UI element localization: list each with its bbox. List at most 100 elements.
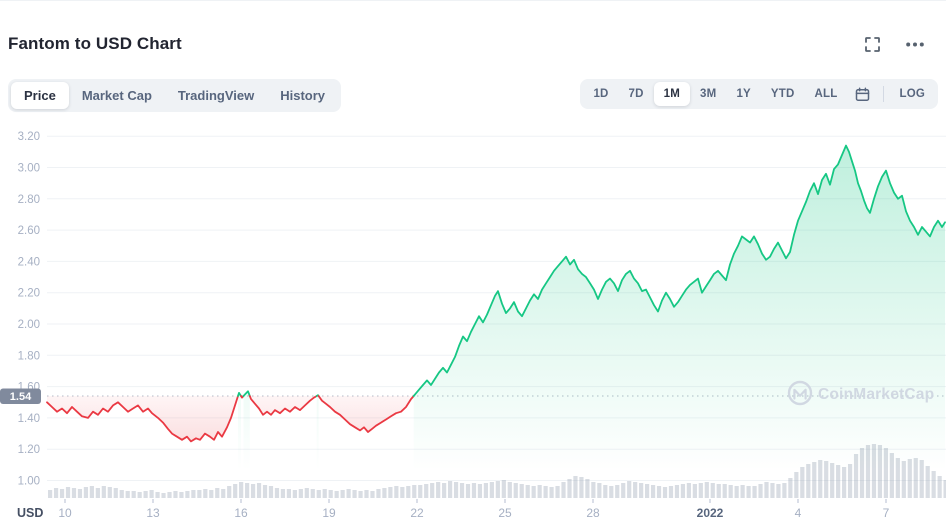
volume-bar <box>615 485 619 498</box>
range-button-1y[interactable]: 1Y <box>726 82 760 106</box>
volume-bar <box>579 477 583 498</box>
y-axis-label: 2.60 <box>18 225 40 237</box>
volume-bar <box>460 483 464 498</box>
volume-bar <box>167 492 171 498</box>
volume-bar <box>203 489 207 498</box>
volume-bar <box>215 488 219 498</box>
volume-bar <box>436 482 440 498</box>
volume-bar <box>717 484 721 498</box>
volume-bar <box>502 480 506 498</box>
volume-bar <box>776 484 780 498</box>
x-axis-label: 7 <box>883 506 890 520</box>
volume-bar <box>96 488 100 498</box>
volume-bar <box>412 485 416 498</box>
volume-bar <box>723 484 727 498</box>
volume-bar <box>221 489 225 498</box>
tab-market-cap[interactable]: Market Cap <box>69 82 165 109</box>
volume-bar <box>484 483 488 498</box>
volume-bar <box>406 486 410 498</box>
price-area-up <box>238 393 241 471</box>
volume-bar <box>257 483 261 498</box>
volume-bar <box>573 476 577 498</box>
x-axis-label: 28 <box>586 506 600 520</box>
tab-price[interactable]: Price <box>11 82 69 109</box>
range-button-1d[interactable]: 1D <box>583 82 618 106</box>
volume-bar <box>729 485 733 498</box>
volume-bar <box>752 486 756 498</box>
volume-bar <box>400 487 404 498</box>
volume-bar <box>800 467 804 498</box>
volume-bar <box>108 487 112 498</box>
tab-history[interactable]: History <box>267 82 338 109</box>
volume-bar <box>60 489 64 498</box>
volume-bar <box>735 486 739 498</box>
volume-bar <box>149 490 153 498</box>
tab-tradingview[interactable]: TradingView <box>165 82 267 109</box>
x-axis-label: 22 <box>410 506 424 520</box>
volume-bar <box>102 486 106 498</box>
x-axis-label: 10 <box>58 506 72 520</box>
volume-bar <box>329 490 333 498</box>
y-axis-label: 2.20 <box>18 288 40 300</box>
volume-bar <box>138 492 142 498</box>
x-axis-label: 2022 <box>697 506 724 520</box>
price-area-down <box>250 396 317 415</box>
calendar-button[interactable] <box>847 83 878 106</box>
volume-bar <box>699 483 703 498</box>
volume-bar <box>597 483 601 498</box>
volume-bar <box>191 490 195 498</box>
range-button-ytd[interactable]: YTD <box>761 82 805 106</box>
x-axis-label: 16 <box>234 506 248 520</box>
more-options-button[interactable] <box>904 40 926 49</box>
volume-bar <box>185 491 189 498</box>
y-axis-label: 3.00 <box>18 163 40 175</box>
log-scale-toggle[interactable]: LOG <box>889 82 935 106</box>
volume-bar <box>239 482 243 498</box>
range-button-1m[interactable]: 1M <box>654 82 690 106</box>
volume-bar <box>293 490 297 498</box>
price-area-up <box>414 146 945 471</box>
volume-bar <box>120 490 124 498</box>
volume-bar <box>209 490 213 498</box>
price-area-down <box>319 396 414 432</box>
price-chart[interactable]: 3.203.002.802.602.402.202.001.801.601.40… <box>0 119 946 526</box>
volume-bar <box>430 483 434 498</box>
volume-bar <box>741 485 745 498</box>
volume-bar <box>144 491 148 498</box>
volume-bar <box>454 482 458 498</box>
volume-bar <box>442 483 446 498</box>
y-axis-label: 3.20 <box>18 131 40 143</box>
price-area-up <box>317 395 319 471</box>
chart-header: Fantom to USD Chart <box>0 1 946 63</box>
volume-bar <box>603 485 607 498</box>
volume-bar <box>233 484 237 498</box>
header-actions <box>863 35 926 54</box>
volume-bar <box>651 485 655 498</box>
volume-bar <box>561 482 565 498</box>
range-button-all[interactable]: ALL <box>805 82 848 106</box>
volume-bar <box>305 488 309 498</box>
price-area-down <box>47 396 238 441</box>
volume-bar <box>621 483 625 498</box>
range-button-3m[interactable]: 3M <box>690 82 726 106</box>
volume-bar <box>358 491 362 498</box>
volume-bar <box>842 467 846 498</box>
volume-bar <box>311 489 315 498</box>
fullscreen-button[interactable] <box>863 35 882 54</box>
volume-bar <box>54 488 58 498</box>
y-axis-label: 1.20 <box>18 444 40 456</box>
volume-bar <box>478 484 482 498</box>
volume-bar <box>938 476 942 498</box>
volume-bar <box>287 489 291 498</box>
volume-bar <box>155 492 159 498</box>
volume-bar <box>681 484 685 498</box>
volume-bar <box>591 482 595 498</box>
volume-bar <box>532 486 536 498</box>
volume-bar <box>364 490 368 498</box>
volume-bar <box>758 484 762 498</box>
range-button-7d[interactable]: 7D <box>619 82 654 106</box>
volume-bar <box>48 490 52 498</box>
